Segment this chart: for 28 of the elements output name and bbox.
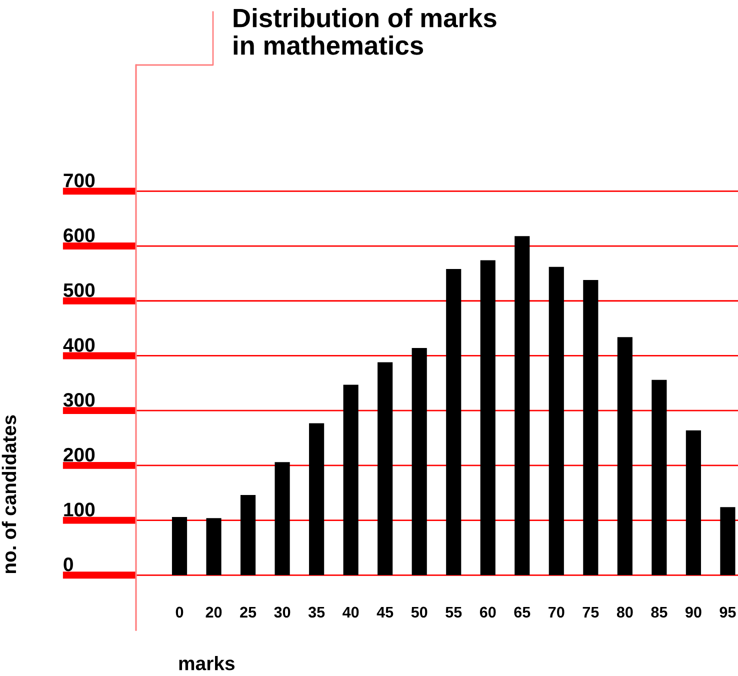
x-tick-label: 45: [376, 606, 394, 618]
x-tick-label: 30: [274, 606, 290, 618]
x-tick-label: 0: [176, 606, 184, 618]
x-tick-label: 20: [206, 606, 222, 618]
x-tick-label: 35: [308, 606, 325, 618]
y-tick-label: 300: [63, 392, 95, 407]
x-tick-label: 80: [616, 606, 633, 618]
x-tick-label: 55: [446, 606, 462, 618]
y-tick-label: 700: [64, 174, 95, 188]
y-tick-label: 200: [64, 448, 95, 462]
x-tick-label: 75: [582, 606, 599, 618]
x-tick-label: 50: [411, 606, 428, 618]
y-tick-label: 100: [64, 502, 95, 516]
x-tick-label: 90: [685, 606, 702, 618]
y-tick-label: 400: [63, 338, 95, 352]
x-tick-label: 70: [548, 606, 564, 618]
y-axis-title: no. of candidates: [2, 415, 16, 574]
x-tick-label: 25: [240, 606, 256, 618]
y-tick-label: 0: [64, 558, 73, 572]
y-tick-label: 600: [64, 228, 95, 242]
x-tick-label: 60: [480, 606, 496, 618]
y-tick-label: 500: [64, 283, 95, 298]
x-tick-label: 95: [720, 606, 736, 618]
x-tick-label: 40: [342, 606, 359, 618]
x-tick-label: 65: [514, 606, 530, 618]
chart-title: Distribution of marks in mathematics: [234, 8, 496, 55]
x-tick-label: 85: [651, 606, 668, 618]
x-axis-title: marks: [179, 656, 234, 670]
